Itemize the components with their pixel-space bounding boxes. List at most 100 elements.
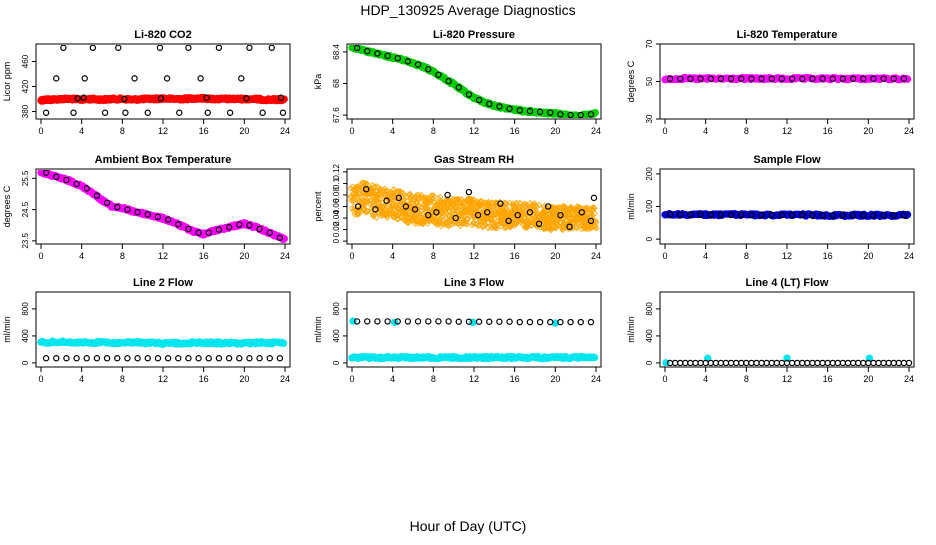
data-point bbox=[895, 359, 903, 366]
data-point bbox=[225, 355, 233, 362]
x-tick-label: 8 bbox=[744, 126, 749, 136]
data-point bbox=[185, 225, 192, 233]
data-point bbox=[727, 359, 735, 366]
x-tick-label: 24 bbox=[904, 251, 914, 261]
data-point bbox=[687, 75, 694, 82]
data-point bbox=[175, 355, 182, 362]
data-point bbox=[824, 359, 831, 366]
data-point bbox=[424, 205, 431, 212]
data-point bbox=[707, 211, 714, 218]
data-point bbox=[536, 108, 544, 116]
data-point bbox=[348, 185, 354, 192]
data-point bbox=[687, 211, 694, 218]
data-point bbox=[164, 355, 172, 362]
data-point bbox=[829, 75, 836, 82]
data-point bbox=[738, 75, 745, 82]
data-point bbox=[900, 359, 908, 366]
data-point bbox=[819, 212, 826, 219]
data-point bbox=[890, 212, 897, 219]
data-point bbox=[557, 318, 564, 326]
plot-frame bbox=[35, 43, 291, 120]
data-point bbox=[748, 359, 755, 366]
data-point bbox=[144, 211, 151, 218]
data-point bbox=[854, 359, 862, 366]
y-axis-label: Licor ppm bbox=[2, 62, 12, 102]
data-point bbox=[375, 195, 383, 202]
data-point bbox=[175, 221, 182, 228]
data-point bbox=[526, 209, 534, 216]
series-2 bbox=[666, 211, 908, 219]
data-point bbox=[738, 211, 745, 219]
x-tick-label: 20 bbox=[239, 126, 249, 136]
data-point bbox=[464, 215, 472, 222]
data-point bbox=[354, 203, 362, 210]
x-tick-label: 20 bbox=[863, 374, 873, 384]
data-point bbox=[144, 355, 151, 362]
data-point bbox=[557, 211, 564, 219]
x-tick-label: 24 bbox=[591, 126, 601, 136]
data-point bbox=[814, 359, 821, 366]
data-point bbox=[351, 192, 359, 200]
data-point bbox=[809, 212, 816, 219]
data-point bbox=[799, 359, 806, 366]
data-point bbox=[93, 192, 101, 199]
x-tick-label: 0 bbox=[349, 374, 354, 384]
data-point bbox=[364, 47, 371, 55]
data-point bbox=[548, 203, 555, 210]
data-point bbox=[793, 359, 801, 366]
data-point bbox=[53, 355, 60, 362]
series-1 bbox=[37, 93, 288, 105]
x-tick-label: 12 bbox=[158, 374, 168, 384]
data-point bbox=[225, 223, 233, 231]
y-tick-label: 70 bbox=[645, 39, 654, 48]
data-point bbox=[577, 318, 584, 326]
data-point bbox=[70, 109, 77, 116]
data-point bbox=[591, 222, 599, 230]
y-tick-label: 0 bbox=[21, 360, 30, 365]
data-point bbox=[280, 95, 288, 103]
y-tick-label: 0.04 bbox=[332, 210, 341, 226]
data-point bbox=[483, 200, 491, 208]
series-1 bbox=[348, 352, 599, 363]
x-tick-label: 0 bbox=[662, 251, 667, 261]
data-point bbox=[103, 355, 111, 362]
data-point bbox=[418, 195, 426, 203]
data-point bbox=[581, 213, 588, 221]
x-tick-label: 0 bbox=[349, 251, 354, 261]
x-tick-label: 20 bbox=[239, 374, 249, 384]
data-point bbox=[425, 66, 432, 73]
series-layer bbox=[348, 179, 600, 234]
data-point bbox=[849, 212, 857, 219]
panel-title: Li-820 Pressure bbox=[433, 29, 515, 41]
data-point bbox=[459, 202, 466, 209]
data-point bbox=[448, 210, 455, 217]
y-tick-label: 100 bbox=[645, 199, 654, 213]
data-point bbox=[677, 359, 684, 366]
data-point bbox=[465, 91, 473, 98]
y-tick-label: 67.6 bbox=[332, 107, 341, 123]
data-point bbox=[475, 96, 483, 104]
x-tick-label: 16 bbox=[823, 251, 833, 261]
y-tick-label: 25.5 bbox=[21, 170, 30, 186]
data-point bbox=[483, 214, 490, 221]
data-point bbox=[875, 359, 882, 366]
data-point bbox=[722, 359, 730, 366]
data-point bbox=[445, 318, 452, 325]
data-point bbox=[205, 229, 212, 236]
data-point bbox=[753, 359, 760, 366]
data-point bbox=[42, 355, 50, 362]
data-point bbox=[394, 188, 401, 195]
data-point bbox=[203, 94, 210, 101]
y-tick-label: 23.5 bbox=[21, 233, 30, 249]
x-tick-label: 8 bbox=[744, 374, 749, 384]
data-point bbox=[748, 75, 755, 82]
data-point bbox=[60, 45, 67, 51]
y-axis-label: percent bbox=[313, 191, 323, 222]
data-point bbox=[431, 202, 438, 209]
data-point bbox=[578, 209, 585, 216]
data-point bbox=[717, 75, 725, 82]
data-point bbox=[455, 84, 462, 91]
x-tick-label: 8 bbox=[120, 251, 125, 261]
data-point bbox=[505, 215, 513, 222]
